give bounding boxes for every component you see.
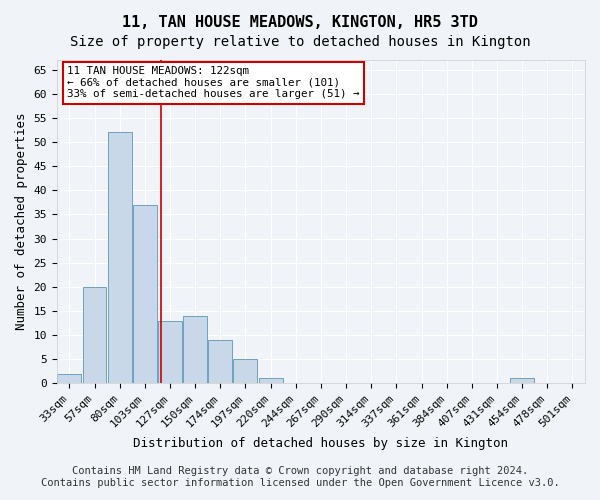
Bar <box>133 204 157 383</box>
Text: 11, TAN HOUSE MEADOWS, KINGTON, HR5 3TD: 11, TAN HOUSE MEADOWS, KINGTON, HR5 3TD <box>122 15 478 30</box>
Bar <box>83 286 106 383</box>
X-axis label: Distribution of detached houses by size in Kington: Distribution of detached houses by size … <box>133 437 508 450</box>
Text: Size of property relative to detached houses in Kington: Size of property relative to detached ho… <box>70 35 530 49</box>
Bar <box>208 340 232 383</box>
Bar <box>510 378 534 383</box>
Text: 11 TAN HOUSE MEADOWS: 122sqm
← 66% of detached houses are smaller (101)
33% of s: 11 TAN HOUSE MEADOWS: 122sqm ← 66% of de… <box>67 66 360 99</box>
Bar <box>233 359 257 383</box>
Y-axis label: Number of detached properties: Number of detached properties <box>15 113 28 330</box>
Bar <box>108 132 131 383</box>
Text: Contains HM Land Registry data © Crown copyright and database right 2024.
Contai: Contains HM Land Registry data © Crown c… <box>41 466 559 487</box>
Bar <box>158 320 182 383</box>
Bar <box>183 316 207 383</box>
Bar <box>259 378 283 383</box>
Bar <box>58 374 82 383</box>
